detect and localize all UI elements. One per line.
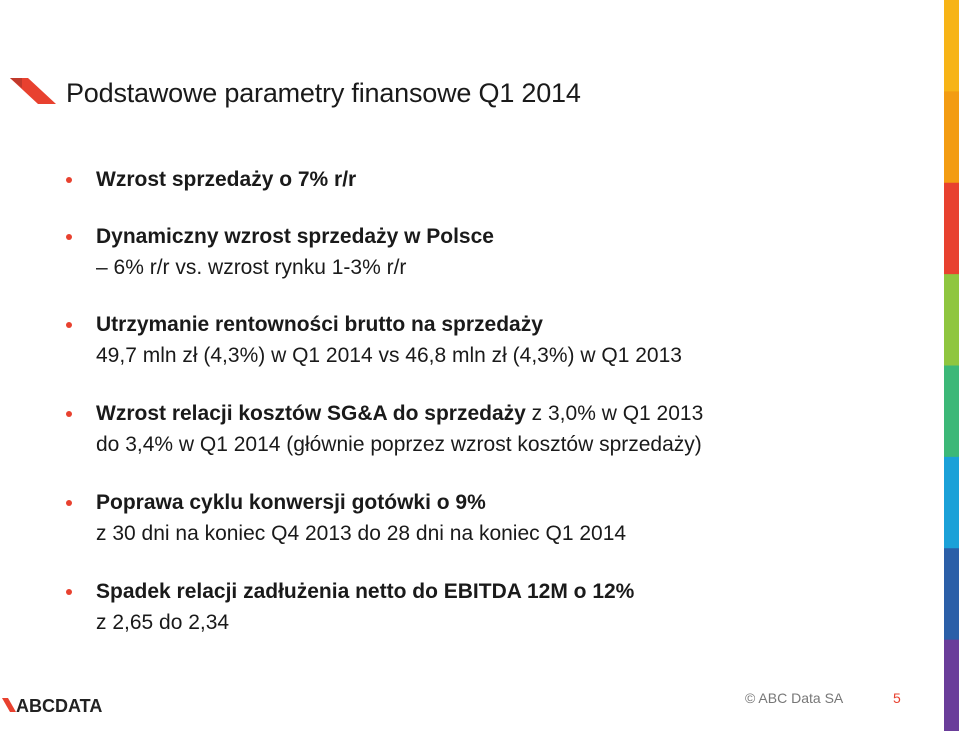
bullet-dot [66, 500, 72, 506]
bullet-lead-tail: z 3,0% w Q1 2013 [525, 402, 704, 425]
abcdata-logo: ABCDATA [2, 696, 102, 716]
bullet-dot [66, 234, 72, 240]
bullet-dot [66, 322, 72, 328]
color-stripe-segment [944, 639, 959, 731]
color-stripe-segment [944, 365, 959, 458]
bullet-dot [66, 589, 72, 595]
color-stripe-segment [944, 274, 959, 367]
bullet-sub: z 2,65 do 2,34 [96, 611, 230, 634]
bullet-lead: Wzrost relacji kosztów SG&A do sprzedaży [96, 402, 526, 425]
bullet-dot [66, 411, 72, 417]
bullet-lead-row: Wzrost relacji kosztów SG&A do sprzedaży… [96, 402, 703, 426]
page-number: 5 [893, 690, 901, 706]
bullet-lead: Wzrost sprzedaży o 7% r/r [96, 168, 357, 191]
title-arrow-icon [10, 78, 56, 104]
color-stripe-segment [944, 91, 959, 184]
color-stripe-segment [944, 0, 959, 93]
bullet-sub: do 3,4% w Q1 2014 (głównie poprzez wzros… [96, 433, 702, 456]
bullet-lead: Dynamiczny wzrost sprzedaży w Polsce [96, 225, 494, 248]
bullet-sub: z 30 dni na koniec Q4 2013 do 28 dni na … [96, 522, 627, 545]
bullet-sub: – 6% r/r vs. wzrost rynku 1-3% r/r [96, 256, 407, 279]
bullet-dot [66, 177, 72, 183]
bullet-sub: 49,7 mln zł (4,3%) w Q1 2014 vs 46,8 mln… [96, 344, 682, 367]
color-stripe [944, 0, 959, 731]
bullet-lead: Spadek relacji zadłużenia netto do EBITD… [96, 580, 635, 603]
bullet-lead: Utrzymanie rentowności brutto na sprzeda… [96, 313, 543, 336]
slide-title: Podstawowe parametry finansowe Q1 2014 [66, 78, 581, 108]
logo-text: ABCDATA [16, 696, 102, 716]
color-stripe-segment [944, 548, 959, 641]
color-stripe-segment [944, 456, 959, 550]
bullet-lead: Poprawa cyklu konwersji gotówki o 9% [96, 491, 486, 514]
color-stripe-segment [944, 182, 959, 276]
copyright-text: © ABC Data SA [745, 690, 844, 706]
